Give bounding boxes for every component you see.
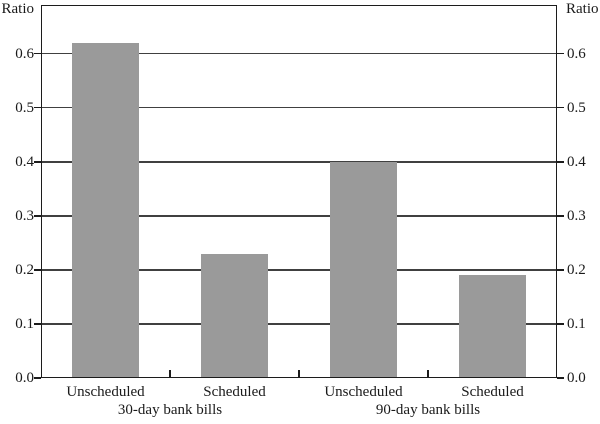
gridline-0.6 bbox=[41, 52, 557, 55]
y-tick-left-0.6 bbox=[34, 52, 41, 55]
y-tick-left-0.0 bbox=[34, 377, 41, 379]
x-category-label-0: Unscheduled bbox=[66, 384, 145, 400]
y-axis-title-right: Ratio bbox=[566, 1, 599, 17]
y-tick-right-0.1 bbox=[557, 323, 564, 325]
gridline-0.4 bbox=[41, 161, 557, 163]
gridline-0.5 bbox=[41, 106, 557, 109]
bar-1 bbox=[201, 253, 268, 378]
y-tick-label-right-0.0: 0.0 bbox=[567, 370, 586, 386]
y-tick-label-left-0.6: 0.6 bbox=[15, 45, 34, 62]
x-category-label-1: Scheduled bbox=[203, 384, 266, 400]
y-tick-left-0.5 bbox=[34, 106, 41, 109]
y-tick-left-0.1 bbox=[34, 323, 41, 325]
y-tick-label-left-0.4: 0.4 bbox=[15, 153, 34, 170]
plot-area bbox=[41, 5, 557, 378]
y-tick-right-0.3 bbox=[557, 215, 564, 217]
x-group-label-1: 90-day bank bills bbox=[375, 402, 481, 418]
bar-0 bbox=[72, 42, 139, 378]
y-tick-right-0.2 bbox=[557, 269, 564, 271]
y-tick-right-0.6 bbox=[557, 52, 564, 55]
y-tick-label-right-0.2: 0.2 bbox=[567, 261, 586, 278]
gridline-0.3 bbox=[41, 215, 557, 217]
y-tick-label-left-0.2: 0.2 bbox=[15, 261, 34, 278]
y-tick-label-left-0.0: 0.0 bbox=[15, 370, 34, 386]
y-tick-label-left-0.1: 0.1 bbox=[15, 315, 34, 332]
y-tick-left-0.2 bbox=[34, 269, 41, 271]
y-tick-left-0.4 bbox=[34, 161, 41, 163]
y-tick-right-0.5 bbox=[557, 106, 564, 109]
y-tick-label-right-0.4: 0.4 bbox=[567, 153, 586, 170]
y-tick-right-0.4 bbox=[557, 161, 564, 163]
y-tick-right-0.0 bbox=[557, 377, 564, 379]
gridline-0.2 bbox=[41, 269, 557, 271]
x-boundary-tick-1 bbox=[169, 370, 171, 378]
y-tick-left-0.3 bbox=[34, 215, 41, 217]
x-boundary-tick-2 bbox=[298, 370, 300, 378]
gridline-0.1 bbox=[41, 323, 557, 325]
y-axis-title-left: Ratio bbox=[1, 1, 35, 17]
x-boundary-tick-3 bbox=[427, 370, 429, 378]
y-tick-label-right-0.3: 0.3 bbox=[567, 207, 586, 224]
y-tick-label-right-0.1: 0.1 bbox=[567, 315, 586, 332]
bar-3 bbox=[459, 275, 526, 378]
y-tick-label-right-0.6: 0.6 bbox=[567, 45, 586, 62]
y-tick-label-right-0.5: 0.5 bbox=[567, 99, 586, 116]
bar-2 bbox=[330, 161, 397, 378]
y-tick-label-left-0.5: 0.5 bbox=[15, 99, 34, 116]
y-tick-label-left-0.3: 0.3 bbox=[15, 207, 34, 224]
x-category-label-2: Unscheduled bbox=[324, 384, 403, 400]
x-group-label-0: 30-day bank bills bbox=[117, 402, 223, 418]
x-category-label-3: Scheduled bbox=[461, 384, 524, 400]
